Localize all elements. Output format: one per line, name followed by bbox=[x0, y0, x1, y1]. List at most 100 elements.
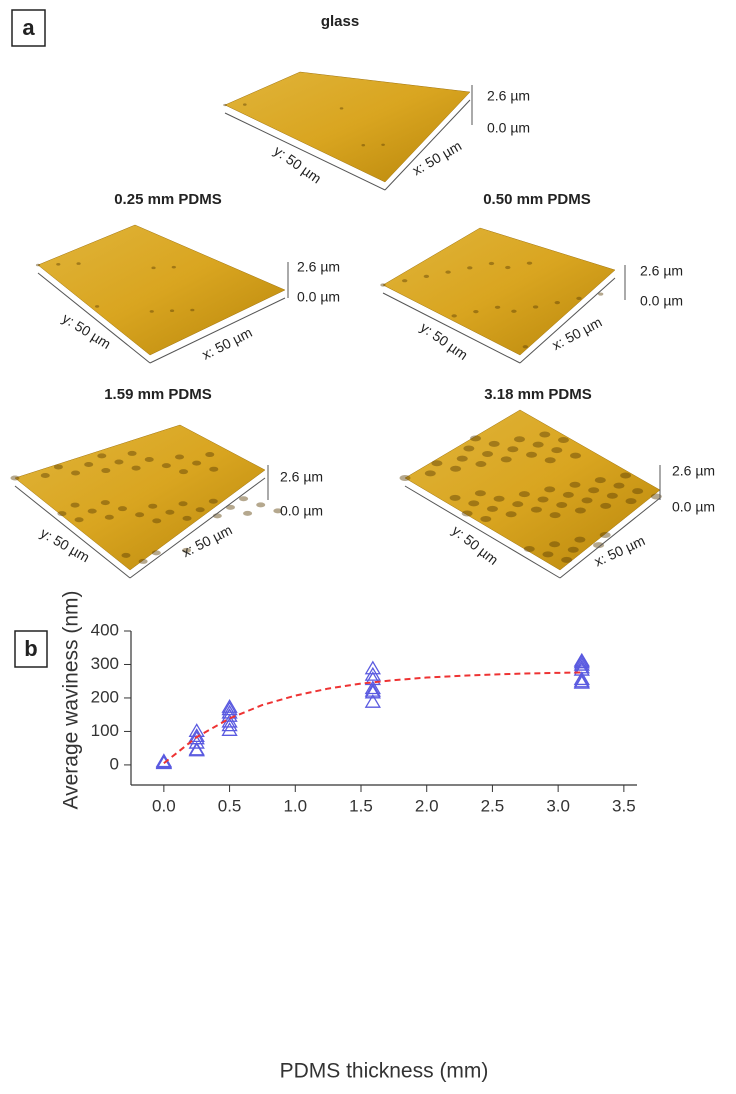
afm-texture bbox=[399, 475, 411, 481]
afm-surface bbox=[37, 224, 286, 356]
afm-texture bbox=[205, 452, 215, 458]
afm-texture bbox=[74, 517, 84, 523]
afm-texture bbox=[518, 491, 530, 498]
afm-texture bbox=[537, 496, 549, 503]
afm-texture bbox=[40, 473, 50, 479]
afm-texture bbox=[505, 511, 517, 518]
afm-texture bbox=[192, 460, 202, 466]
afm-texture bbox=[507, 446, 519, 453]
point bbox=[573, 671, 590, 686]
point bbox=[573, 674, 590, 689]
afm-texture bbox=[165, 509, 175, 515]
x-tick-label: 0.0 bbox=[152, 796, 176, 815]
afm-texture bbox=[450, 465, 462, 472]
afm-texture bbox=[381, 143, 385, 146]
point bbox=[364, 671, 381, 686]
afm-texture bbox=[131, 465, 141, 471]
afm-texture bbox=[512, 501, 524, 508]
afm-texture bbox=[256, 502, 266, 508]
afm-texture bbox=[594, 477, 606, 484]
panel-label: b bbox=[24, 636, 37, 661]
afm-texture bbox=[151, 550, 161, 556]
afm-texture bbox=[190, 308, 195, 312]
afm-texture bbox=[593, 542, 605, 549]
base-edge bbox=[384, 99, 471, 191]
afm-texture bbox=[149, 310, 154, 313]
base-edge bbox=[382, 292, 521, 364]
z-top-label: 2.6 µm bbox=[487, 88, 530, 104]
afm-texture bbox=[144, 457, 154, 463]
afm-texture bbox=[532, 441, 544, 448]
afm-texture bbox=[493, 495, 505, 502]
afm-texture bbox=[551, 447, 563, 454]
afm-texture bbox=[179, 469, 189, 475]
afm-texture bbox=[468, 500, 480, 507]
afm-texture bbox=[570, 452, 582, 459]
afm-texture bbox=[171, 265, 176, 269]
afm-texture bbox=[620, 472, 632, 479]
x-tick-label: 3.5 bbox=[612, 796, 636, 815]
afm-texture bbox=[456, 455, 468, 462]
afm-texture bbox=[223, 103, 227, 107]
z-bottom-label: 0.0 µm bbox=[487, 120, 530, 136]
afm-texture bbox=[632, 488, 644, 495]
afm-texture bbox=[151, 266, 156, 270]
y-tick-label: 400 bbox=[91, 620, 119, 639]
afm-texture bbox=[542, 551, 554, 558]
afm-texture bbox=[127, 450, 137, 456]
base-edge bbox=[129, 477, 266, 579]
point bbox=[364, 684, 381, 699]
point bbox=[188, 730, 205, 745]
point bbox=[221, 699, 238, 713]
afm-texture bbox=[243, 510, 253, 516]
afm-texture bbox=[569, 481, 581, 488]
afm-texture bbox=[522, 345, 529, 349]
afm-texture bbox=[561, 556, 573, 563]
afm-texture bbox=[557, 437, 569, 444]
afm-texture bbox=[101, 468, 111, 474]
point bbox=[573, 673, 590, 688]
afm-texture bbox=[500, 456, 512, 463]
afm-texture bbox=[505, 265, 511, 270]
afm-texture bbox=[588, 487, 600, 494]
afm-texture bbox=[431, 460, 443, 467]
afm-texture bbox=[195, 507, 205, 513]
x-tick-label: 2.0 bbox=[415, 796, 439, 815]
y-axis-title: Average waviness (nm) bbox=[60, 590, 83, 809]
afm-texture bbox=[401, 279, 408, 283]
afm-texture bbox=[423, 274, 430, 279]
afm-texture bbox=[10, 475, 20, 481]
x-tick-label: 0.5 bbox=[218, 796, 242, 815]
afm-texture bbox=[273, 508, 283, 514]
afm-texture bbox=[71, 470, 81, 476]
tile-title: 0.25 mm PDMS bbox=[114, 191, 222, 208]
base-edge bbox=[519, 277, 616, 364]
y-tick-label: 200 bbox=[91, 687, 119, 706]
afm-texture bbox=[445, 270, 451, 274]
x-tick-label: 1.5 bbox=[349, 796, 373, 815]
x-tick-label: 2.5 bbox=[481, 796, 505, 815]
afm-texture bbox=[532, 305, 539, 309]
afm-texture bbox=[100, 500, 110, 506]
afm-texture bbox=[511, 309, 517, 313]
afm-surface bbox=[14, 424, 266, 571]
afm-texture bbox=[208, 498, 218, 504]
afm-texture bbox=[361, 144, 366, 147]
afm-texture bbox=[182, 515, 192, 521]
afm-texture bbox=[482, 450, 494, 457]
afm-texture bbox=[625, 498, 637, 505]
afm-texture bbox=[597, 292, 604, 296]
afm-texture bbox=[152, 518, 162, 524]
afm-texture bbox=[380, 283, 386, 287]
afm-texture bbox=[114, 459, 124, 465]
z-top-label: 2.6 µm bbox=[672, 463, 715, 479]
z-top-label: 2.6 µm bbox=[297, 259, 340, 275]
afm-texture bbox=[530, 506, 542, 513]
z-bottom-label: 0.0 µm bbox=[280, 503, 323, 519]
point bbox=[573, 656, 590, 671]
afm-texture bbox=[574, 536, 586, 543]
point bbox=[364, 680, 381, 695]
afm-texture bbox=[225, 504, 235, 510]
afm-texture bbox=[97, 453, 107, 459]
